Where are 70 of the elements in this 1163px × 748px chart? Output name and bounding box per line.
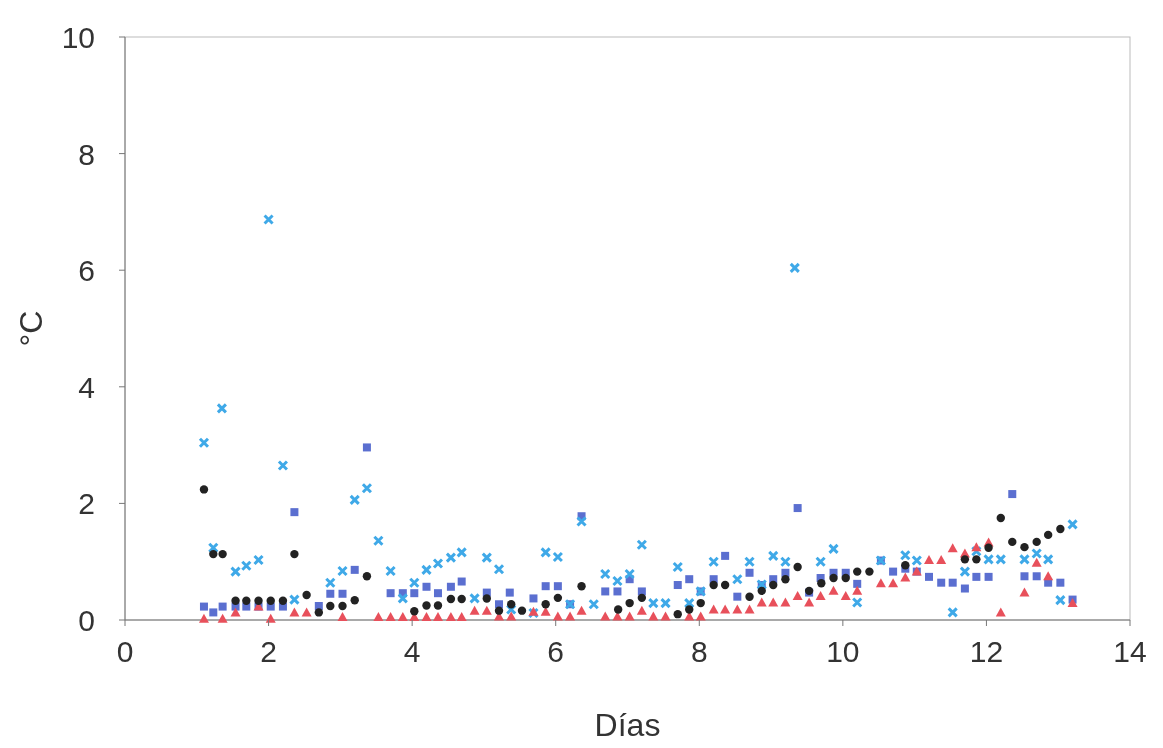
point bbox=[290, 549, 299, 559]
point bbox=[685, 605, 694, 614]
point bbox=[254, 596, 263, 605]
point bbox=[1020, 542, 1029, 552]
point bbox=[625, 598, 634, 608]
point bbox=[1008, 537, 1017, 547]
x-tick-label: 8 bbox=[690, 635, 708, 668]
point bbox=[338, 601, 347, 611]
point bbox=[745, 592, 754, 601]
point bbox=[350, 595, 359, 605]
point bbox=[984, 543, 993, 552]
x-tick-label: 6 bbox=[547, 635, 565, 668]
x-axis-title: Días bbox=[594, 707, 661, 743]
y-tick-label: 8 bbox=[78, 137, 95, 171]
point bbox=[865, 567, 874, 576]
x-tick-label: 12 bbox=[969, 635, 1004, 668]
point bbox=[577, 581, 586, 591]
point bbox=[996, 513, 1005, 523]
point bbox=[793, 562, 802, 572]
x-tick-label: 2 bbox=[260, 635, 277, 668]
point bbox=[829, 573, 838, 583]
point bbox=[1032, 537, 1041, 547]
point bbox=[553, 593, 563, 603]
point bbox=[517, 606, 527, 615]
point bbox=[457, 594, 466, 604]
point bbox=[218, 549, 227, 559]
y-tick-label: 6 bbox=[78, 254, 95, 288]
point bbox=[410, 607, 419, 616]
point bbox=[637, 593, 647, 603]
y-tick-label: 4 bbox=[78, 370, 95, 404]
point bbox=[757, 586, 766, 596]
point bbox=[673, 609, 682, 619]
point bbox=[507, 600, 516, 609]
point bbox=[709, 580, 718, 590]
point bbox=[494, 606, 504, 615]
point bbox=[422, 601, 431, 610]
point bbox=[433, 601, 443, 610]
point bbox=[853, 567, 862, 576]
point bbox=[720, 580, 730, 590]
point bbox=[841, 573, 850, 583]
point bbox=[242, 596, 251, 605]
point bbox=[278, 596, 288, 605]
point bbox=[541, 600, 550, 609]
x-tick-label: 4 bbox=[403, 635, 421, 668]
y-tick-label: 0 bbox=[78, 604, 95, 637]
point bbox=[446, 594, 456, 604]
point bbox=[314, 608, 324, 617]
point bbox=[326, 601, 335, 611]
point bbox=[817, 579, 826, 588]
y-tick-label: 10 bbox=[61, 21, 95, 54]
point bbox=[1043, 530, 1053, 540]
x-tick-label: 0 bbox=[116, 635, 134, 668]
point bbox=[1056, 524, 1065, 534]
point bbox=[199, 485, 209, 494]
point bbox=[362, 572, 372, 581]
point bbox=[696, 598, 705, 608]
point bbox=[266, 596, 275, 605]
point bbox=[302, 590, 311, 600]
point bbox=[960, 555, 970, 564]
point bbox=[231, 596, 240, 605]
point bbox=[972, 555, 981, 564]
x-tick-label: 10 bbox=[826, 635, 860, 668]
y-axis-title: °C bbox=[13, 310, 49, 347]
x-tick-label: 14 bbox=[1113, 635, 1147, 668]
point bbox=[482, 594, 491, 603]
point bbox=[769, 580, 778, 590]
point bbox=[613, 605, 623, 614]
y-tick-label: 2 bbox=[78, 487, 95, 521]
point bbox=[209, 549, 218, 559]
point bbox=[781, 574, 790, 584]
